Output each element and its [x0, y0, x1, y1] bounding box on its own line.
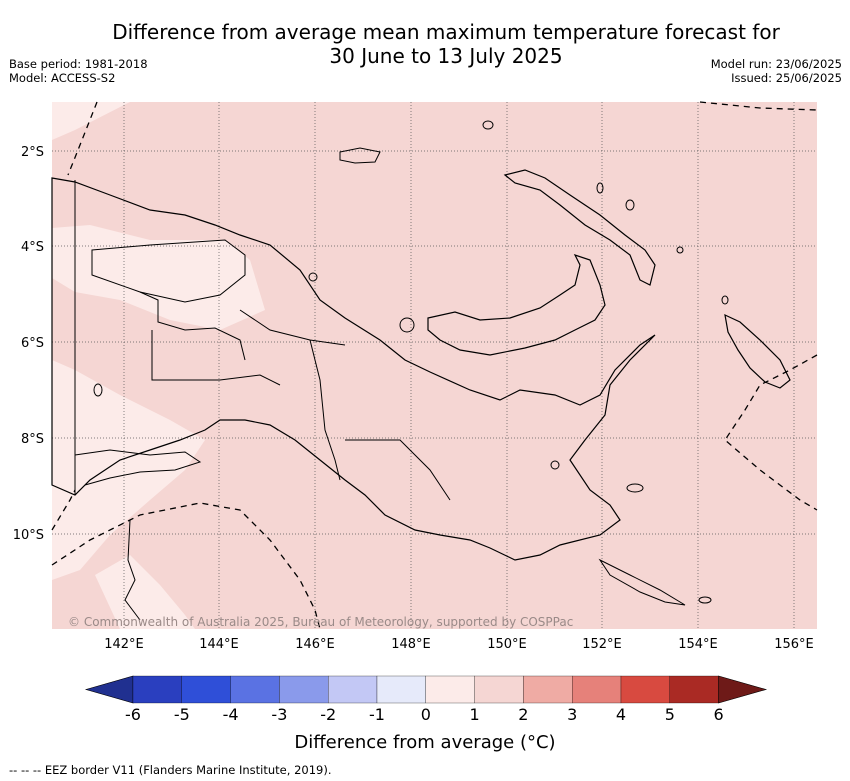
light-anomaly-region-west	[52, 225, 265, 330]
colorbar-bin	[572, 675, 622, 704]
colorbar-bin	[230, 675, 280, 704]
colorbar-extend-min	[84, 675, 134, 704]
title-line-1: Difference from average mean maximum tem…	[112, 20, 780, 44]
colorbar-tick-label: -5	[174, 705, 190, 724]
colorbar-tick-label: 1	[470, 705, 480, 724]
lon-label: 142°E	[104, 637, 144, 652]
bougainville-coastline	[724, 313, 791, 389]
issued-date: Issued: 25/06/2025	[731, 71, 842, 85]
eez-borders	[51, 101, 818, 630]
model-run: Model run: 23/06/2025	[710, 57, 842, 71]
lon-label: 146°E	[295, 637, 335, 652]
lon-label: 152°E	[582, 637, 622, 652]
colorbar-tick-label: -6	[125, 705, 141, 724]
colorbar-bin	[669, 675, 719, 704]
light-anomaly-region-north	[52, 102, 130, 140]
colorbar-tick-label: -3	[271, 705, 287, 724]
light-anomaly-region-southwest	[52, 360, 205, 580]
small-islands	[93, 120, 729, 606]
map-title: Difference from average mean maximum tem…	[0, 20, 850, 68]
colorbar-tick-label: 0	[421, 705, 431, 724]
colorbar-extend-max	[718, 675, 768, 704]
manus-coastline	[339, 147, 381, 164]
colorbar: -6 -5 -4 -3 -2 -1 0 1 2 3 4 5 6	[84, 675, 768, 724]
eez-footnote: -- -- -- EEZ border V11 (Flanders Marine…	[9, 763, 332, 777]
lon-label: 150°E	[487, 637, 527, 652]
lat-label: 8°S	[21, 432, 44, 447]
colorbar-tick-label: 3	[567, 705, 577, 724]
torres-strait-coast	[74, 449, 202, 621]
map-background	[52, 102, 817, 629]
colorbar-bin	[474, 675, 524, 704]
colorbar-tick-label: 5	[665, 705, 675, 724]
lat-label: 10°S	[13, 528, 44, 543]
provincial-borders	[74, 180, 451, 501]
lon-label: 154°E	[678, 637, 718, 652]
new-ireland-coastline	[503, 169, 656, 286]
colorbar-tick-label: -1	[369, 705, 385, 724]
graticule	[52, 102, 817, 629]
lat-label: 6°S	[21, 336, 44, 351]
light-anomaly-region-south	[95, 555, 195, 629]
lon-label: 148°E	[391, 637, 431, 652]
meta-right: Model run: 23/06/2025 Issued: 25/06/2025	[711, 57, 842, 85]
colorbar-tick-label: 6	[714, 705, 724, 724]
colorbar-tick-label: 4	[616, 705, 626, 724]
new-guinea-coastline	[51, 177, 656, 561]
lon-label: 144°E	[199, 637, 239, 652]
model-name: Model: ACCESS-S2	[9, 71, 116, 85]
colorbar-title: Difference from average (°C)	[294, 732, 556, 753]
colorbar-tick-label: -2	[320, 705, 336, 724]
colorbar-tick-label: 2	[518, 705, 528, 724]
longitude-labels: 142°E 144°E 146°E 148°E 150°E 152°E 154°…	[104, 637, 814, 652]
lat-label: 4°S	[21, 240, 44, 255]
latitude-labels: 2°S 4°S 6°S 8°S 10°S	[13, 145, 44, 543]
new-britain-coastline	[427, 253, 606, 356]
colorbar-bin	[132, 675, 182, 704]
colorbar-bin	[279, 675, 329, 704]
colorbar-bin	[425, 675, 475, 704]
colorbar-bin	[620, 675, 670, 704]
colorbar-bin	[181, 675, 231, 704]
base-period: Base period: 1981-2018	[9, 57, 148, 71]
lon-label: 156°E	[774, 637, 814, 652]
meta-left: Base period: 1981-2018 Model: ACCESS-S2	[9, 57, 148, 85]
colorbar-bin	[376, 675, 426, 704]
lat-label: 2°S	[21, 145, 44, 160]
colorbar-bin	[328, 675, 378, 704]
map-copyright: © Commonwealth of Australia 2025, Bureau…	[68, 615, 573, 629]
colorbar-tick-label: -4	[223, 705, 239, 724]
colorbar-bin	[523, 675, 573, 704]
title-line-2: 30 June to 13 July 2025	[329, 44, 563, 68]
